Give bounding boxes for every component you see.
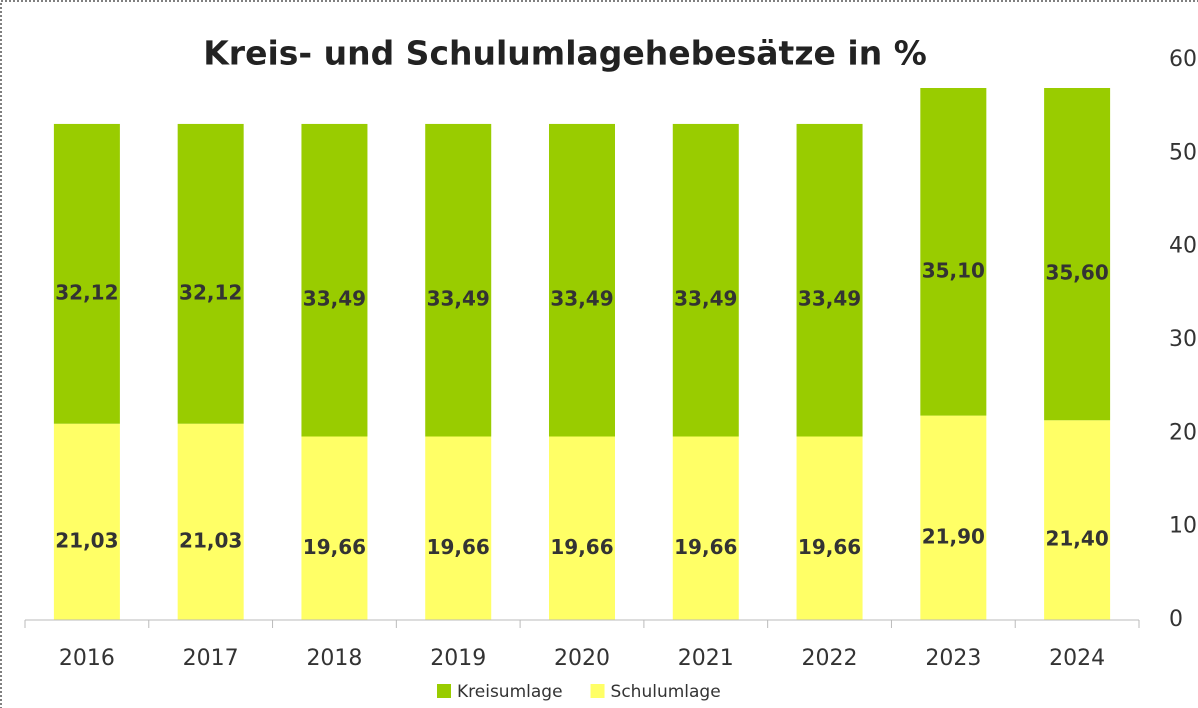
bar-segment <box>425 436 492 620</box>
y-tick-label: 50 <box>1169 140 1197 165</box>
y-tick-label: 10 <box>1169 514 1197 539</box>
y-tick-label: 60 <box>1169 47 1197 72</box>
bar-segment <box>1044 420 1111 620</box>
value-label: 19,66 <box>674 535 737 559</box>
value-label: 19,66 <box>303 535 366 559</box>
legend-label: Kreisumlage <box>457 682 563 702</box>
bar-segment <box>796 123 863 437</box>
x-tick-label: 2018 <box>306 646 362 671</box>
bar-segment <box>549 123 615 437</box>
y-tick-label: 0 <box>1169 607 1183 632</box>
bar-segment <box>920 88 987 416</box>
chart-title: Kreis- und Schulumlagehebesätze in % <box>203 34 927 73</box>
value-label: 32,12 <box>179 280 242 304</box>
value-label: 33,49 <box>303 287 366 311</box>
bar-segment <box>796 436 863 620</box>
value-label: 33,49 <box>427 287 490 311</box>
value-label: 35,10 <box>922 258 985 282</box>
value-label: 33,49 <box>674 287 737 311</box>
value-label: 19,66 <box>550 535 613 559</box>
value-label: 21,40 <box>1045 527 1108 551</box>
bar-segment <box>301 436 368 620</box>
x-tick-label: 2017 <box>183 646 239 671</box>
y-tick-label: 20 <box>1169 420 1197 445</box>
value-label: 33,49 <box>550 287 613 311</box>
bar-segment <box>53 123 120 424</box>
value-label: 21,03 <box>55 528 118 552</box>
bar-segment <box>53 423 120 620</box>
value-label: 21,90 <box>922 524 985 548</box>
bar-segment <box>1044 88 1111 421</box>
value-label: 19,66 <box>427 535 490 559</box>
bar-segment <box>177 423 244 620</box>
bar-segment <box>549 436 615 620</box>
value-label: 32,12 <box>55 280 118 304</box>
value-label: 21,03 <box>179 528 242 552</box>
x-tick-label: 2016 <box>59 646 115 671</box>
y-tick-label: 40 <box>1169 234 1197 259</box>
bar-segment <box>672 436 739 620</box>
bar-segment <box>301 123 368 437</box>
y-tick-label: 30 <box>1169 327 1197 352</box>
bar-segment <box>672 123 739 437</box>
x-tick-label: 2022 <box>802 646 858 671</box>
value-label: 35,60 <box>1045 261 1108 285</box>
bar-segment <box>920 415 987 620</box>
value-label: 33,49 <box>798 287 861 311</box>
bar-segment <box>177 123 244 424</box>
legend-label: Schulumlage <box>611 682 721 702</box>
legend-swatch <box>437 684 451 698</box>
bar-segment <box>425 123 492 437</box>
legend-swatch <box>590 684 605 698</box>
x-tick-label: 2021 <box>678 646 734 671</box>
value-label: 19,66 <box>798 535 861 559</box>
x-tick-label: 2019 <box>430 646 486 671</box>
x-tick-label: 2024 <box>1049 646 1105 671</box>
x-tick-label: 2023 <box>925 646 981 671</box>
x-tick-label: 2020 <box>554 646 610 671</box>
